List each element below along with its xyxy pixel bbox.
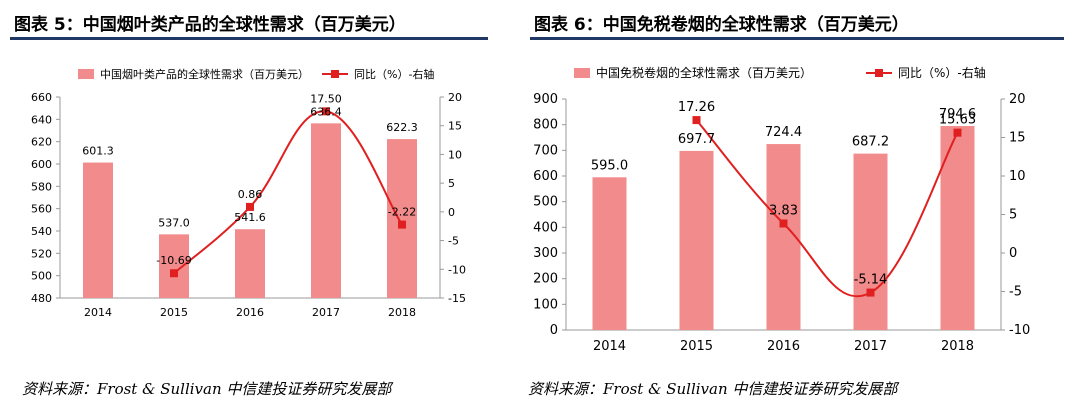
bar [311, 123, 341, 298]
line-data-label: 17.26 [678, 100, 715, 115]
x-tick-label: 2017 [312, 306, 340, 319]
left-tick-label: 540 [31, 225, 52, 238]
legend-bar-label: 中国烟叶类产品的全球性需求（百万美元） [100, 67, 309, 81]
x-tick-label: 2015 [680, 339, 713, 354]
left-tick-label: 480 [31, 292, 52, 305]
bar [940, 126, 975, 330]
right-tick-label: 5 [1009, 208, 1017, 223]
line-marker [398, 220, 406, 229]
legend-bar-swatch [574, 68, 590, 78]
left-tick-label: 620 [31, 136, 52, 149]
line-data-label: -2.22 [388, 206, 416, 219]
line-data-label: -10.69 [156, 254, 191, 267]
bar-data-label: 636.4 [310, 105, 342, 118]
left-tick-label: 600 [533, 169, 558, 184]
line-marker [866, 288, 875, 297]
legend-line-label: 同比（%）-右轴 [354, 67, 434, 81]
bar-data-label: 541.6 [234, 211, 266, 224]
right-tick-label: -10 [448, 263, 466, 276]
legend-bar-label: 中国免税卷烟的全球性需求（百万美元） [596, 65, 812, 80]
bar [592, 177, 627, 330]
bar [679, 150, 714, 330]
bar-data-label: 595.0 [591, 158, 628, 173]
left-tick-label: 400 [533, 220, 558, 235]
right-tick-label: 20 [1009, 92, 1026, 107]
line-marker [170, 269, 178, 278]
title-rule [530, 37, 1064, 40]
right-tick-label: -5 [1009, 285, 1022, 300]
right-tick-label: -15 [448, 292, 466, 305]
x-tick-label: 2014 [84, 306, 112, 319]
source-note: 资料来源：Frost & Sullivan 中信建投证券研究发展部 [528, 380, 898, 398]
line-marker [692, 116, 701, 125]
line-marker [779, 219, 788, 228]
bar-data-label: 622.3 [386, 121, 418, 134]
left-tick-label: 100 [533, 297, 558, 312]
right-tick-label: 10 [448, 148, 462, 161]
line-data-label: 0.86 [238, 188, 263, 201]
left-tick-label: 520 [31, 247, 52, 260]
right-tick-label: -10 [1009, 323, 1030, 338]
x-tick-label: 2017 [854, 339, 887, 354]
line-marker [322, 107, 330, 116]
left-tick-label: 300 [533, 246, 558, 261]
source-note: 资料来源：Frost & Sullivan 中信建投证券研究发展部 [22, 380, 392, 398]
right-tick-label: 10 [1009, 169, 1026, 184]
bar-data-label: 794.6 [939, 107, 976, 122]
x-tick-label: 2016 [767, 339, 800, 354]
left-tick-label: 500 [533, 195, 558, 210]
bar [387, 139, 417, 298]
left-tick-label: 700 [533, 143, 558, 158]
right-tick-label: -5 [448, 235, 459, 248]
line-data-label: -5.14 [854, 273, 888, 288]
left-tick-label: 640 [31, 113, 52, 126]
bar [853, 153, 888, 330]
left-tick-label: 800 [533, 118, 558, 133]
chart-svg: 0 100 200 300 400 500 600 700 800 900 -10 -5 0 5 10 15 2… [533, 65, 1030, 354]
series-line [173, 110, 403, 275]
left-tick-label: 600 [31, 158, 52, 171]
chart-title: 图表 5：中国烟叶类产品的全球性需求（百万美元） [14, 15, 406, 35]
right-tick-label: 0 [1009, 246, 1017, 261]
bar-data-label: 724.4 [765, 125, 802, 140]
legend-line-marker [331, 70, 339, 78]
right-tick-label: 5 [448, 177, 455, 190]
left-tick-label: 560 [31, 203, 52, 216]
line-data-label: 3.83 [769, 204, 798, 219]
legend-bar-swatch [78, 69, 94, 79]
bar-data-label: 601.3 [82, 145, 114, 158]
left-tick-label: 580 [31, 180, 52, 193]
bar-data-label: 697.7 [678, 132, 715, 147]
chart-svg: 480500520540560580600620640660-15-10-505… [31, 67, 466, 319]
left-tick-label: 500 [31, 270, 52, 283]
x-tick-label: 2018 [388, 306, 416, 319]
x-tick-label: 2016 [236, 306, 264, 319]
bar-data-label: 687.2 [852, 135, 889, 150]
right-tick-label: 20 [448, 91, 462, 104]
line-marker [953, 128, 962, 137]
right-tick-label: 15 [448, 120, 462, 133]
legend-line-label: 同比（%）-右轴 [898, 65, 986, 80]
left-tick-label: 200 [533, 272, 558, 287]
x-tick-label: 2014 [593, 339, 626, 354]
left-tick-label: 900 [533, 92, 558, 107]
x-tick-label: 2018 [941, 339, 974, 354]
legend-line-marker [875, 69, 883, 77]
chart-title: 图表 6：中国免税卷烟的全球性需求（百万美元） [534, 15, 909, 35]
bar-data-label: 537.0 [158, 216, 190, 229]
left-tick-label: 0 [550, 323, 558, 338]
bar [235, 229, 265, 298]
left-tick-label: 660 [31, 91, 52, 104]
title-rule [10, 37, 488, 40]
x-tick-label: 2015 [160, 306, 188, 319]
line-marker [246, 202, 254, 211]
right-tick-label: 0 [448, 206, 455, 219]
right-tick-label: 15 [1009, 131, 1026, 146]
line-data-label: 15.63 [939, 113, 976, 128]
bar [83, 162, 113, 298]
series-line [695, 119, 959, 298]
line-data-label: 17.50 [310, 92, 342, 105]
